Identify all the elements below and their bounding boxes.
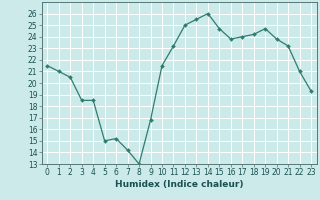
X-axis label: Humidex (Indice chaleur): Humidex (Indice chaleur): [115, 180, 244, 189]
